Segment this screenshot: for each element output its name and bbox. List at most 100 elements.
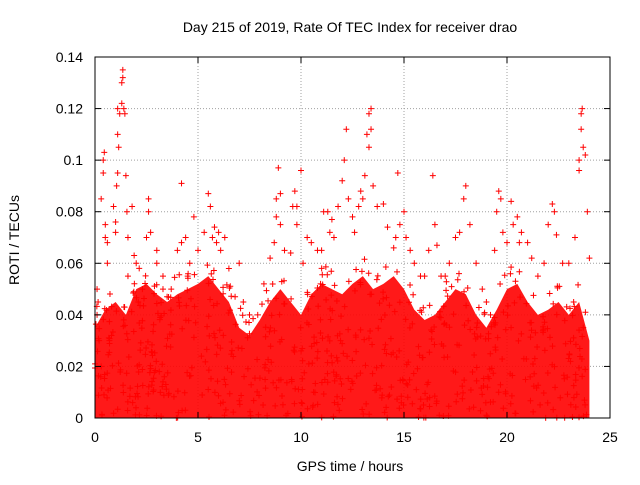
data-point (479, 286, 486, 293)
band-point (230, 409, 237, 416)
band-point (396, 347, 403, 354)
band-point (144, 405, 151, 412)
data-point (390, 244, 397, 251)
x-axis-label: GPS time / hours (297, 458, 404, 474)
band-point (98, 384, 105, 391)
chart-title: Day 215 of 2019, Rate Of TEC Index for r… (183, 19, 518, 35)
band-point (136, 411, 143, 418)
band-point (238, 345, 245, 352)
data-point (178, 239, 185, 246)
data-point (213, 239, 220, 246)
band-point (334, 401, 341, 408)
band-point (262, 324, 269, 331)
band-point (327, 316, 334, 323)
band-point (121, 304, 128, 311)
band-point (131, 280, 138, 287)
data-point (365, 144, 372, 151)
band-point (272, 402, 279, 409)
band-point (445, 403, 452, 410)
data-point (421, 273, 428, 280)
band-point (349, 357, 356, 364)
band-point (562, 340, 569, 347)
band-point (383, 404, 390, 411)
band-point (326, 337, 333, 344)
band-point (130, 289, 137, 296)
data-point (174, 247, 181, 254)
band-point (142, 280, 149, 287)
band-point (183, 302, 190, 309)
band-point (499, 355, 506, 362)
band-point (297, 324, 304, 331)
band-point (385, 393, 392, 400)
data-point (576, 157, 583, 164)
band-point (136, 302, 143, 309)
band-point (530, 361, 537, 368)
band-point (494, 334, 501, 341)
band-point (486, 366, 493, 373)
y-tick-label: 0 (75, 410, 83, 426)
band-point (228, 293, 235, 300)
band-point (515, 337, 522, 344)
band-point (575, 281, 582, 288)
band-point (192, 319, 199, 326)
band-point (347, 386, 354, 393)
band-point (394, 396, 401, 403)
x-tick-label: 10 (293, 429, 309, 445)
data-point (460, 195, 467, 202)
band-point (205, 386, 212, 393)
band-point (406, 324, 413, 331)
data-point (195, 247, 201, 254)
band-point (522, 376, 529, 383)
band-point (110, 410, 117, 417)
band-point (386, 392, 393, 399)
data-point (287, 249, 294, 256)
data-point (100, 157, 107, 164)
data-point (153, 260, 160, 267)
data-point (240, 298, 247, 305)
band-point (570, 298, 577, 305)
band-point (382, 263, 389, 270)
band-point (474, 319, 481, 326)
data-point (139, 286, 146, 293)
data-point (565, 260, 572, 267)
band-point (579, 373, 586, 380)
data-point (211, 224, 218, 231)
band-point (250, 315, 257, 322)
band-point (132, 393, 139, 400)
data-point (456, 229, 463, 236)
band-point (544, 369, 551, 376)
data-point (124, 273, 131, 280)
band-point (369, 341, 376, 348)
band-point (186, 373, 193, 380)
data-point (190, 213, 197, 220)
data-point (341, 157, 348, 164)
band-point (134, 390, 141, 397)
band-point (123, 330, 130, 337)
band-point (578, 355, 585, 362)
band-point (480, 383, 487, 390)
band-point (341, 303, 348, 310)
band-point (388, 384, 395, 391)
data-point (118, 100, 125, 107)
band-point (388, 351, 395, 358)
data-point (429, 172, 436, 179)
data-point (182, 234, 189, 241)
band-point (352, 334, 359, 341)
band-point (361, 256, 368, 263)
band-point (163, 386, 170, 393)
band-point (488, 323, 495, 330)
band-point (150, 321, 157, 328)
data-point (275, 164, 282, 171)
band-point (540, 326, 547, 333)
band-point (148, 348, 155, 355)
band-point (415, 343, 422, 350)
band-point (345, 278, 352, 285)
data-point (207, 203, 214, 210)
band-point (507, 400, 514, 407)
band-point (298, 399, 305, 406)
band-point (378, 316, 385, 323)
band-point (358, 268, 365, 275)
data-point (514, 213, 521, 220)
band-point (150, 328, 157, 335)
band-point (142, 351, 149, 358)
